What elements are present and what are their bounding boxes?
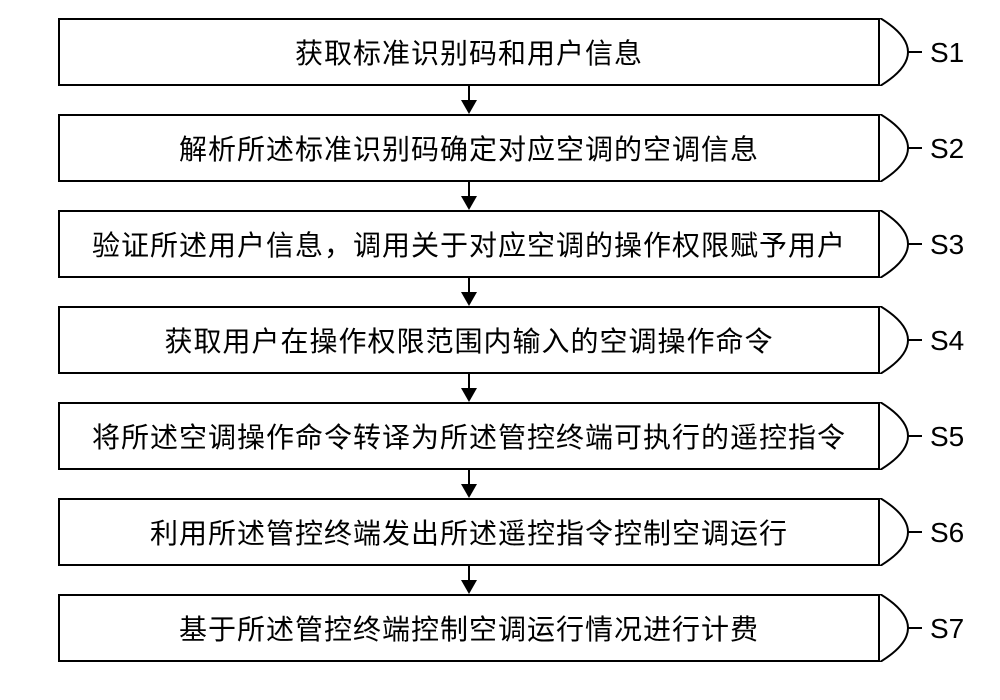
step-label-s1: S1 [930, 37, 964, 69]
curve-s3 [880, 210, 922, 278]
step-text-s6: 利用所述管控终端发出所述遥控指令控制空调运行 [150, 512, 788, 552]
arrowhead-s3-s4 [461, 292, 477, 306]
step-box-s6: 利用所述管控终端发出所述遥控指令控制空调运行 [58, 498, 880, 566]
curve-s5 [880, 402, 922, 470]
arrowhead-s5-s6 [461, 484, 477, 498]
curve-s1 [880, 18, 922, 86]
arrowhead-s2-s3 [461, 196, 477, 210]
curve-s6 [880, 498, 922, 566]
flowchart-canvas: 获取标准识别码和用户信息 S1 解析所述标准识别码确定对应空调的空调信息 S2 … [0, 0, 1000, 700]
step-text-s5: 将所述空调操作命令转译为所述管控终端可执行的遥控指令 [92, 416, 846, 456]
step-box-s2: 解析所述标准识别码确定对应空调的空调信息 [58, 114, 880, 182]
curve-s2 [880, 114, 922, 182]
step-box-s3: 验证所述用户信息，调用关于对应空调的操作权限赋予用户 [58, 210, 880, 278]
step-box-s5: 将所述空调操作命令转译为所述管控终端可执行的遥控指令 [58, 402, 880, 470]
step-label-s7: S7 [930, 613, 964, 645]
step-text-s7: 基于所述管控终端控制空调运行情况进行计费 [179, 608, 759, 648]
step-label-s4: S4 [930, 325, 964, 357]
step-label-s5: S5 [930, 421, 964, 453]
step-box-s4: 获取用户在操作权限范围内输入的空调操作命令 [58, 306, 880, 374]
step-box-s1: 获取标准识别码和用户信息 [58, 18, 880, 86]
step-label-s6: S6 [930, 517, 964, 549]
arrowhead-s1-s2 [461, 100, 477, 114]
step-label-s2: S2 [930, 133, 964, 165]
step-text-s3: 验证所述用户信息，调用关于对应空调的操作权限赋予用户 [92, 224, 846, 264]
step-text-s4: 获取用户在操作权限范围内输入的空调操作命令 [164, 320, 773, 360]
curve-s7 [880, 594, 922, 662]
step-label-s3: S3 [930, 229, 964, 261]
curve-s4 [880, 306, 922, 374]
arrowhead-s6-s7 [461, 580, 477, 594]
step-text-s2: 解析所述标准识别码确定对应空调的空调信息 [179, 128, 759, 168]
step-text-s1: 获取标准识别码和用户信息 [295, 32, 643, 72]
step-box-s7: 基于所述管控终端控制空调运行情况进行计费 [58, 594, 880, 662]
arrowhead-s4-s5 [461, 388, 477, 402]
